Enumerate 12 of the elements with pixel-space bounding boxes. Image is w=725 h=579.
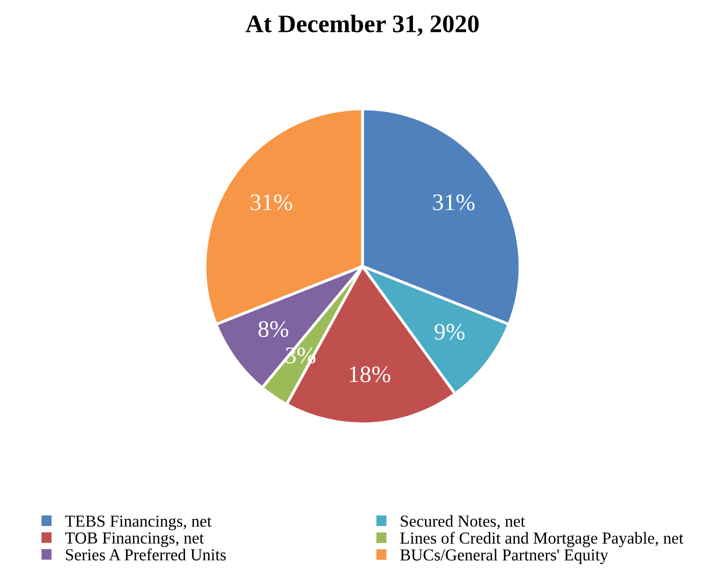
data-label: 8%	[258, 321, 288, 338]
legend-label: Series A Preferred Units	[66, 548, 226, 560]
legend-label: BUCs/General Partners' Equity	[400, 548, 608, 564]
data-label: 18%	[350, 366, 390, 382]
legend-label: TEBS Financings, net	[65, 516, 212, 530]
legend-label: TOB Financings, net	[65, 532, 204, 548]
data-label: 31%	[250, 194, 292, 210]
data-label: 9%	[434, 324, 465, 340]
legend-label: Secured Notes, net	[400, 515, 526, 530]
legend-label: Lines of Credit and Mortgage Payable, net	[400, 532, 684, 548]
chart-title: At December 31, 2020	[246, 14, 479, 36]
data-label: 31%	[433, 194, 475, 210]
